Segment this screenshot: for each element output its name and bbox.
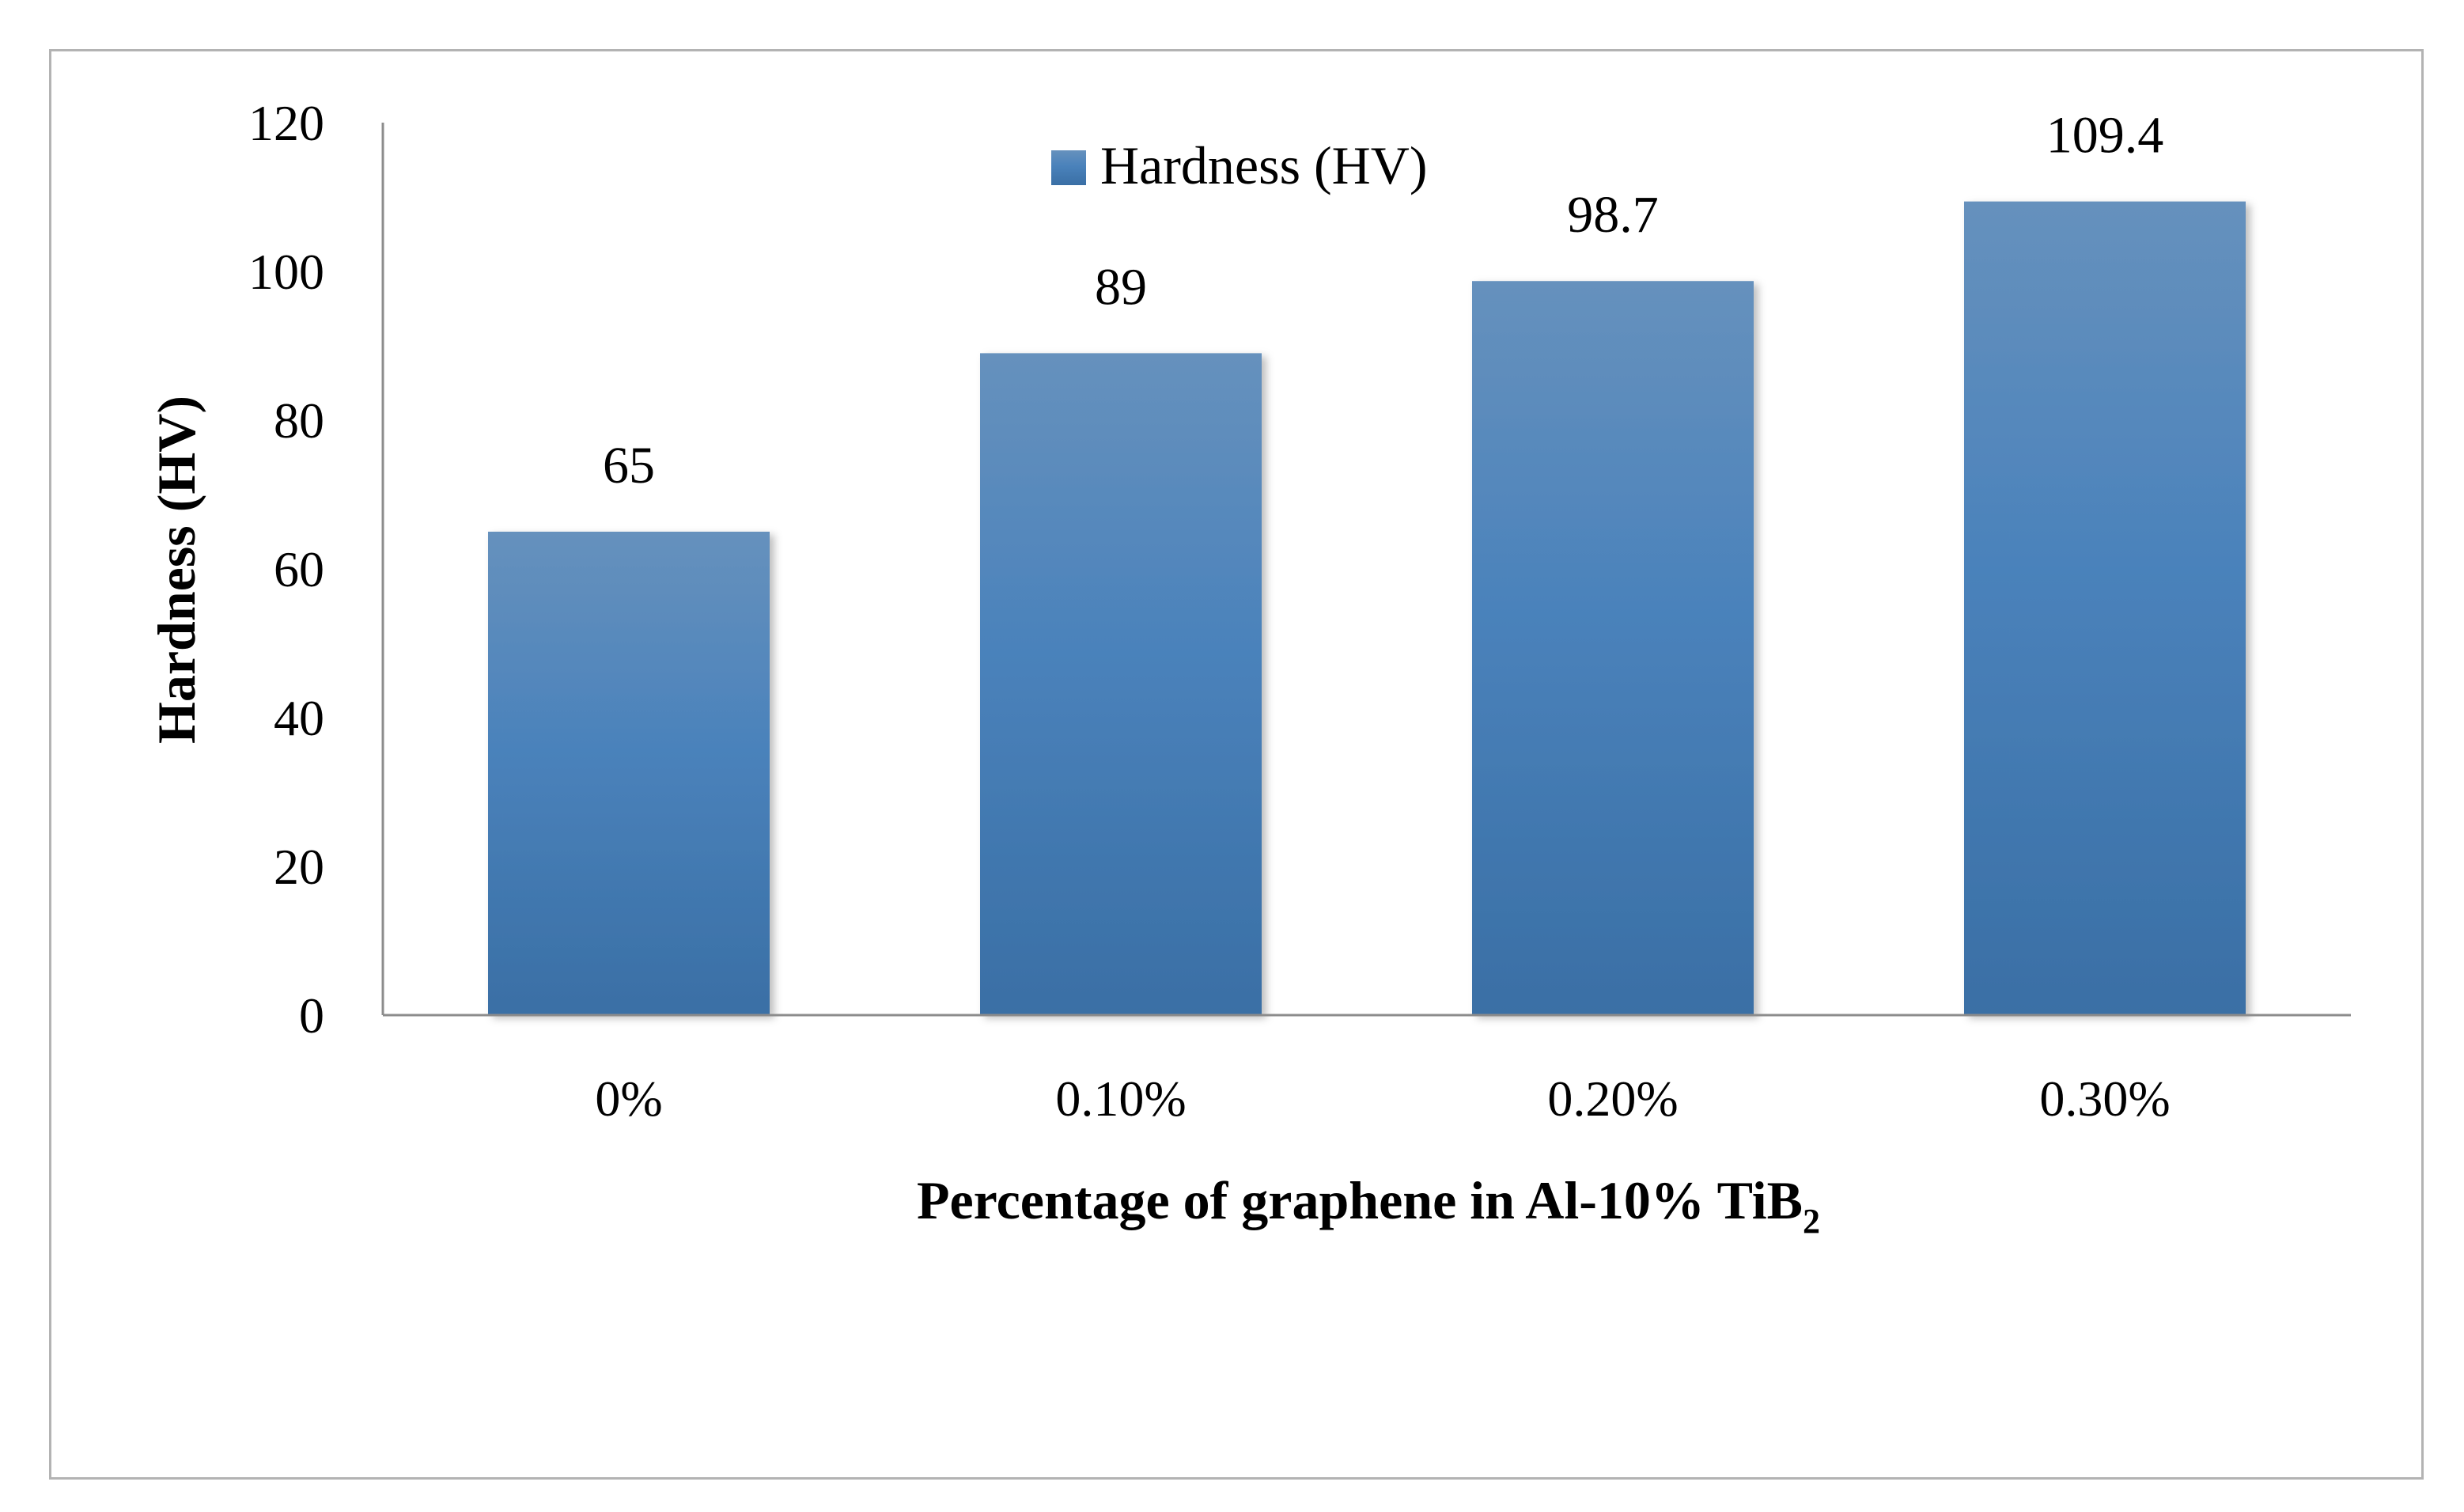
x-tick-label: 0.30% [2039,1071,2170,1127]
bar-value-label: 65 [603,437,655,495]
bar [488,532,770,1015]
legend: Hardness (HV) [1051,135,1428,195]
x-tick-label: 0.10% [1055,1071,1186,1127]
legend-swatch [1051,150,1086,185]
y-tick-label: 80 [274,392,324,449]
bar [980,353,1262,1015]
y-tick-label: 100 [248,244,324,300]
bar-value-label: 98.7 [1567,186,1659,244]
y-tick-label: 40 [274,690,324,746]
y-tick-label: 0 [299,987,324,1044]
bars-group [488,201,2246,1016]
x-axis-title-subscript: 2 [1803,1202,1820,1241]
x-tick-label: 0.20% [1547,1071,1678,1127]
legend-label: Hardness (HV) [1100,135,1428,195]
bar [1472,281,1754,1016]
x-axis-tick-labels: 0% 0.10% 0.20% 0.30% [595,1071,2170,1127]
y-tick-label: 120 [248,95,324,151]
bar [1964,201,2246,1015]
x-axis-title: Percentage of graphene in Al-10% TiB2 [917,1170,1820,1241]
bar-value-label: 89 [1095,258,1147,316]
bar-value-label: 109.4 [2046,107,2164,165]
x-axis-title-main: Percentage of graphene in Al-10% TiB [917,1170,1803,1230]
y-tick-label: 20 [274,839,324,895]
y-axis-title: Hardness (HV) [146,396,206,744]
data-labels-group: 65 89 98.7 109.4 [603,107,2163,495]
y-axis-tick-labels: 0 20 40 60 80 100 120 [248,95,324,1044]
x-tick-label: 0% [595,1071,662,1127]
y-tick-label: 60 [274,541,324,597]
